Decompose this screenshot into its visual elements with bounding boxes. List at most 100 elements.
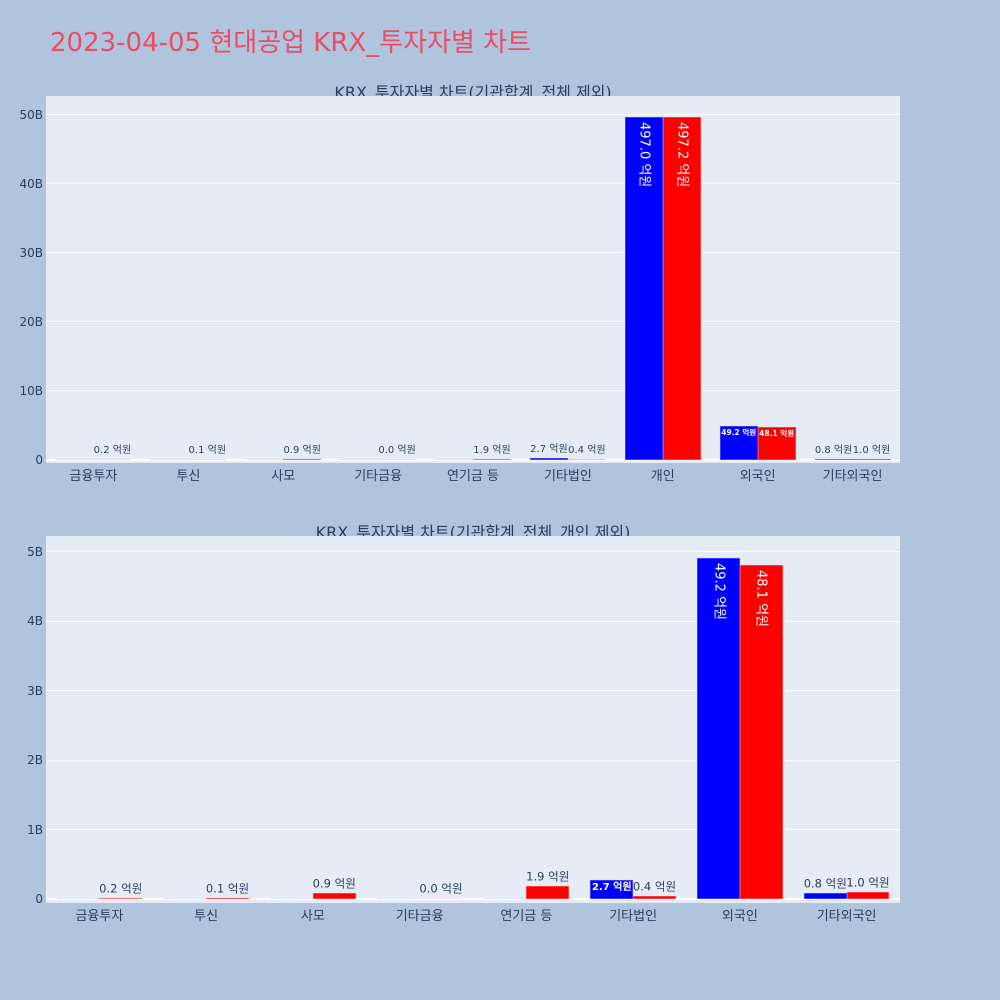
- page-title: 2023-04-05 현대공업 KRX_투자자별 차트: [50, 28, 532, 58]
- gridline: [46, 759, 900, 761]
- gridline: [46, 183, 900, 185]
- gridline: [46, 114, 900, 116]
- bar: [340, 458, 379, 460]
- x-tick-label: 금융투자: [69, 469, 118, 484]
- y-tick-label: 3B: [27, 683, 43, 698]
- chart-1-plot-area: 0 10B 20B 30B 40B 50B 금융투자 투신 사모 기타금융 연기금 등 기타법인 개인 외…: [19, 96, 900, 484]
- x-tick-label: 외국인: [739, 469, 776, 484]
- bar: [483, 897, 527, 899]
- x-tick-label: 금융투자: [75, 909, 124, 924]
- bar: [803, 893, 847, 899]
- bar-value-label: 1.0 억원: [846, 875, 890, 890]
- bar-value-label: 0.8 억원: [814, 444, 853, 456]
- bar-value-label: 1.9 억원: [526, 869, 570, 884]
- gridline: [46, 690, 900, 692]
- bar: [150, 458, 189, 460]
- y-tick-label: 1B: [27, 822, 43, 837]
- x-tick-label: 기타외국인: [822, 469, 883, 484]
- bar: [270, 897, 313, 899]
- bar: [624, 117, 663, 460]
- gridline: [46, 252, 900, 254]
- bar-value-label: 0.4 억원: [632, 879, 677, 894]
- bar-value-label: 0.2 억원: [93, 444, 132, 456]
- bar: [283, 458, 322, 460]
- gridline: [46, 551, 900, 553]
- x-tick-label: 연기금 등: [447, 469, 499, 484]
- x-tick-label: 기타금융: [395, 909, 444, 924]
- y-tick-label: 4B: [27, 614, 43, 629]
- bar: [376, 897, 420, 899]
- bar-value-label: 48.1 억원: [753, 570, 769, 628]
- bar-value-label: 0.0 억원: [378, 444, 416, 456]
- bar: [846, 892, 890, 899]
- bar: [719, 426, 758, 460]
- bar: [188, 458, 227, 460]
- zero-line: [46, 897, 900, 900]
- x-tick-label: 개인: [650, 469, 675, 484]
- bar: [852, 458, 891, 460]
- x-tick-label: 연기금 등: [500, 909, 553, 924]
- zero-line: [46, 458, 900, 461]
- gridline: [46, 321, 900, 323]
- bar: [56, 897, 100, 899]
- bar: [697, 557, 740, 899]
- x-tick-label: 사모: [271, 469, 296, 484]
- bar-value-label: 1.9 억원: [473, 444, 511, 456]
- bar: [245, 458, 284, 460]
- bar-value-label: 0.1 억원: [188, 444, 227, 456]
- bar: [419, 897, 463, 899]
- y-tick-label: 50B: [19, 107, 43, 122]
- bar: [163, 897, 207, 899]
- bar-value-label: 1.0 억원: [852, 444, 891, 456]
- bar-value-label: 0.1 억원: [205, 881, 250, 896]
- x-tick-label: 사모: [300, 909, 325, 924]
- y-tick-label: 0: [35, 891, 43, 906]
- x-tick-label: 외국인: [721, 909, 758, 924]
- bar: [662, 116, 701, 460]
- bar-value-label: 0.2 억원: [99, 881, 143, 896]
- gridline: [46, 829, 900, 831]
- bar: [529, 458, 568, 460]
- bar: [435, 458, 473, 460]
- bar: [633, 896, 676, 899]
- bar: [590, 880, 634, 899]
- gridline: [46, 390, 900, 392]
- bar-value-label: 49.2 억원: [711, 562, 727, 620]
- bar-value-label: 2.7 억원: [591, 882, 632, 894]
- bar-value-label: 2.7 억원: [530, 444, 568, 456]
- bar-value-label: 497.0 억원: [636, 122, 652, 188]
- y-tick-label: 40B: [19, 176, 43, 191]
- bar: [814, 458, 853, 460]
- x-tick-label: 기타법인: [543, 469, 592, 484]
- y-tick-label: 5B: [27, 544, 43, 559]
- y-tick-label: 0: [35, 452, 43, 467]
- x-tick-label: 기타금융: [354, 469, 403, 484]
- bar-value-label: 497.2 억원: [674, 121, 690, 188]
- bar-value-label: 0.9 억원: [312, 876, 356, 891]
- bar: [757, 426, 796, 460]
- y-tick-label: 2B: [27, 753, 43, 768]
- bar: [473, 458, 511, 460]
- bar: [206, 897, 249, 899]
- bar-value-label: 0.8 억원: [803, 876, 847, 891]
- bar-value-label: 0.4 억원: [568, 444, 606, 456]
- bar: [99, 897, 143, 899]
- x-tick-label: 기타법인: [609, 909, 658, 924]
- bar: [55, 458, 94, 460]
- bar-value-label: 49.2 억원: [721, 428, 757, 438]
- bar: [567, 458, 606, 460]
- y-tick-label: 10B: [19, 383, 43, 398]
- y-tick-label: 20B: [19, 314, 43, 329]
- x-tick-label: 기타외국인: [816, 909, 877, 924]
- gridline: [46, 620, 900, 622]
- bar: [93, 458, 132, 460]
- x-tick-label: 투신: [194, 909, 219, 924]
- bar-value-label: 0.0 억원: [419, 881, 463, 896]
- bar-value-label: 0.9 억원: [283, 444, 321, 456]
- x-tick-label: 투신: [176, 469, 201, 484]
- bar-value-label: 48.1 억원: [759, 428, 795, 438]
- bar: [378, 458, 417, 460]
- chart-2-plot-area: 0 1B 2B 3B 4B 5B 금융투자 투신 사모 기타금융 연기금 등 기타법인 외국인 기타외국인…: [27, 536, 900, 924]
- bar: [312, 892, 356, 899]
- bar: [739, 565, 783, 899]
